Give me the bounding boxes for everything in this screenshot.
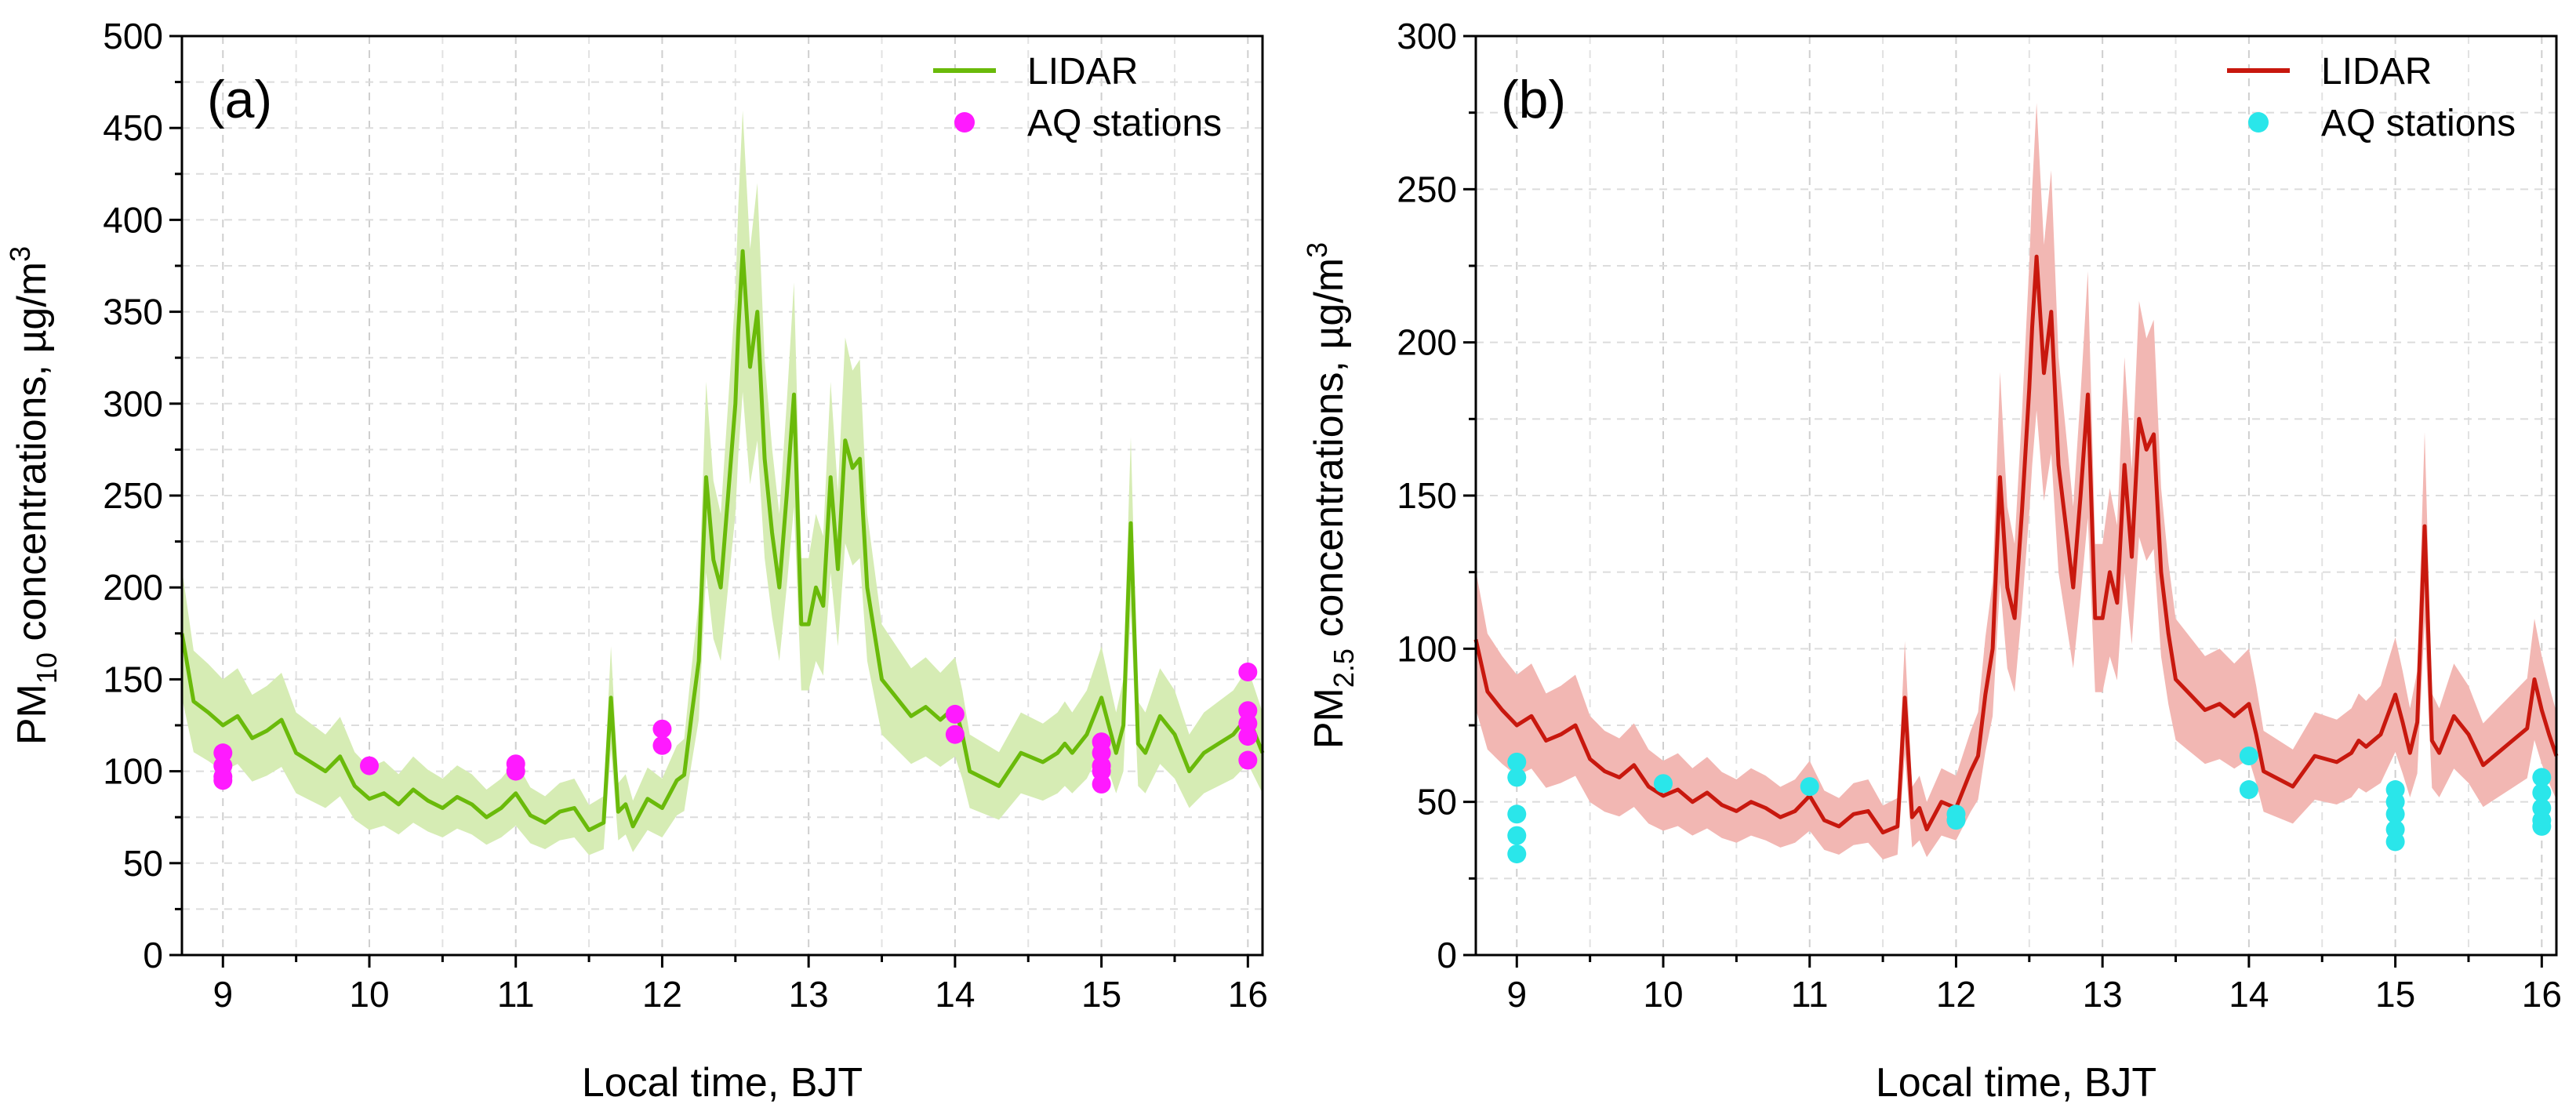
y-tick-label: 100 (103, 751, 163, 792)
aq-station-point (2532, 816, 2552, 836)
aq-station-point (1092, 761, 1111, 781)
aq-station-point (652, 735, 672, 755)
x-tick-label: 14 (935, 974, 975, 1015)
x-tick-label: 13 (2083, 974, 2123, 1015)
legend-aq-swatch (954, 112, 975, 133)
panel-label: (a) (207, 70, 272, 129)
y-tick-label: 100 (1397, 628, 1457, 669)
x-tick-label: 12 (642, 974, 682, 1015)
x-tick-label: 15 (1081, 974, 1121, 1015)
y-tick-label: 250 (103, 475, 163, 516)
aq-station-point (2532, 768, 2552, 787)
aq-station-point (652, 719, 672, 739)
aq-station-point (1238, 727, 1258, 746)
y-tick-label: 350 (103, 292, 163, 332)
lidar-line (180, 249, 1265, 833)
y-tick-label: 150 (1397, 475, 1457, 516)
y-tick-label: 200 (103, 567, 163, 608)
aq-station-point (1507, 826, 1527, 845)
y-axis-label: PM2.5 concentrations, µg/m3 (1301, 242, 1360, 749)
chart-panel-2: 9 10 11 12 13 14 15 16 0 50 100 150 200 250 300 Local t… (1301, 16, 2562, 1106)
chart-panel-1: 9 10 11 12 13 14 15 16 0 50 100 150 200 250 300 350 400 4… (4, 16, 1268, 1106)
x-tick-label: 16 (1228, 974, 1268, 1015)
aq-station-point (1092, 743, 1111, 763)
aq-station-point (2385, 832, 2405, 852)
legend-aq-label: AQ stations (1027, 103, 1222, 144)
y-tick-label: 50 (1417, 782, 1457, 823)
aq-station-point (506, 761, 525, 781)
y-tick-label: 50 (123, 843, 163, 884)
aq-station-point (945, 725, 965, 744)
aq-station-point (360, 756, 380, 775)
aq-station-point (1238, 714, 1258, 733)
y-tick-label: 150 (103, 659, 163, 699)
aq-station-point (1507, 768, 1527, 787)
y-axis-label-subscript: 10 (31, 652, 63, 684)
aq-station-point (1238, 663, 1258, 682)
x-tick-label: 9 (213, 974, 233, 1015)
x-tick-label: 11 (497, 974, 535, 1015)
y-tick-label: 250 (1397, 169, 1457, 209)
lidar-uncertainty-band (182, 110, 1263, 855)
aq-station-point (1238, 750, 1258, 770)
legend-aq-label: AQ stations (2321, 103, 2516, 144)
y-tick-label: 300 (103, 383, 163, 424)
panel-label: (b) (1501, 70, 1566, 129)
aq-station-point (1946, 811, 1966, 830)
lidar-uncertainty-band (1476, 103, 2556, 860)
x-tick-label: 10 (349, 974, 389, 1015)
y-axis-label-superscript: 3 (4, 246, 36, 262)
aq-station-point (213, 743, 233, 763)
aq-station-point (1092, 775, 1111, 794)
y-tick-label: 0 (1437, 935, 1457, 975)
aq-station-point (2239, 780, 2258, 800)
x-tick-label: 11 (1791, 974, 1829, 1015)
y-tick-label: 450 (103, 107, 163, 148)
x-tick-label: 13 (789, 974, 829, 1015)
x-tick-label: 10 (1643, 974, 1683, 1015)
y-axis-label-main: PM (9, 684, 55, 745)
y-axis-label-text: concentrations, µg/m (9, 262, 55, 652)
y-axis-label-superscript: 3 (1301, 242, 1333, 258)
aq-station-point (2532, 783, 2552, 802)
y-axis-label-main: PM (1306, 688, 1352, 749)
x-tick-label: 9 (1506, 974, 1527, 1015)
y-tick-label: 200 (1397, 322, 1457, 363)
x-tick-label: 16 (2522, 974, 2562, 1015)
x-tick-label: 15 (2375, 974, 2415, 1015)
y-tick-label: 300 (1397, 16, 1457, 56)
y-axis-label: PM10 concentrations, µg/m3 (4, 246, 63, 745)
aq-station-point (1654, 774, 1673, 794)
y-tick-label: 400 (103, 199, 163, 240)
y-tick-label: 500 (103, 16, 163, 56)
aq-station-point (1507, 844, 1527, 864)
aq-station-point (2385, 804, 2405, 824)
y-axis-label-text: concentrations, µg/m (1306, 258, 1352, 648)
aq-station-point (1800, 777, 1819, 797)
y-axis-label-subscript: 2.5 (1328, 648, 1360, 688)
aq-station-point (2239, 746, 2258, 766)
aq-station-point (213, 771, 233, 790)
x-tick-label: 12 (1936, 974, 1976, 1015)
aq-station-point (1238, 701, 1258, 721)
x-axis-label: Local time, BJT (1876, 1060, 2156, 1106)
y-tick-label: 0 (143, 935, 163, 975)
aq-station-point (1507, 804, 1527, 824)
lidar-line (1473, 254, 2559, 835)
aq-station-point (1507, 752, 1527, 772)
aq-station-point (945, 704, 965, 724)
x-axis-label: Local time, BJT (582, 1060, 863, 1106)
legend-lidar-label: LIDAR (1027, 51, 1138, 93)
legend-aq-swatch (2248, 112, 2269, 133)
x-tick-label: 14 (2229, 974, 2269, 1015)
legend-lidar-label: LIDAR (2321, 51, 2432, 93)
